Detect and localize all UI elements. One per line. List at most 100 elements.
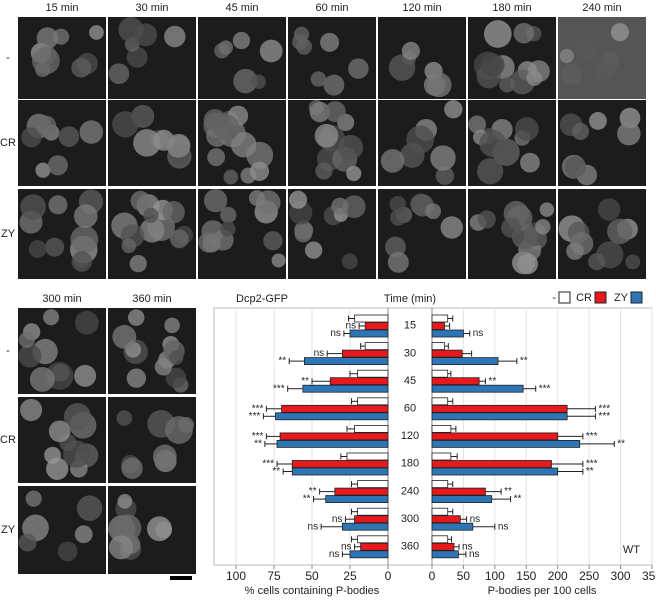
category-label: 300	[401, 513, 419, 525]
cell	[63, 403, 92, 431]
x-tick-label: 75	[267, 569, 281, 583]
cell	[109, 535, 134, 560]
bar	[431, 369, 449, 378]
category-label: 180	[401, 458, 419, 470]
category-label: 60	[404, 403, 416, 415]
cell	[561, 63, 582, 85]
cell	[230, 131, 257, 158]
cell	[202, 234, 221, 253]
column-label: 30 min	[135, 2, 168, 14]
column-label: 60 min	[315, 2, 348, 14]
cell	[152, 444, 177, 469]
x-tick-label: 200	[548, 569, 568, 583]
cell	[263, 231, 283, 251]
bar	[279, 432, 389, 441]
cell	[164, 317, 180, 334]
cell	[147, 516, 172, 542]
cell	[389, 195, 407, 213]
significance: ***	[586, 431, 598, 442]
bar	[349, 329, 389, 338]
bar	[364, 342, 389, 351]
cell	[296, 38, 313, 55]
cell	[513, 22, 535, 44]
category-label: 30	[404, 347, 416, 359]
cell	[169, 229, 189, 249]
significance: **	[504, 486, 512, 497]
bar	[302, 384, 389, 393]
cell	[346, 165, 362, 182]
cell	[387, 251, 409, 273]
significance: ns	[469, 549, 480, 560]
cell	[324, 101, 346, 123]
x-tick-label: 0	[429, 569, 436, 583]
cell	[130, 190, 151, 211]
cell	[29, 366, 55, 392]
bar	[431, 515, 461, 524]
bar	[431, 507, 449, 516]
legend-label: ZY	[614, 292, 629, 304]
chart-title: Dcp2-GFP	[236, 293, 288, 305]
bar	[357, 397, 389, 406]
cell	[559, 48, 575, 64]
cell	[154, 358, 173, 376]
significance: **	[272, 466, 280, 477]
significance: ***	[539, 383, 551, 394]
cell	[401, 41, 420, 60]
cell	[74, 525, 93, 544]
cell	[74, 364, 97, 387]
row-label: -	[6, 345, 10, 357]
cell	[18, 344, 42, 368]
cell	[468, 115, 487, 134]
cell	[71, 57, 92, 78]
cell	[251, 74, 267, 89]
cell	[331, 197, 349, 215]
cell	[315, 162, 333, 180]
cell	[249, 161, 270, 181]
significance: ns	[498, 521, 509, 532]
significance: ***	[249, 411, 261, 422]
bar	[276, 439, 389, 448]
cell	[36, 27, 59, 49]
cell	[477, 210, 496, 229]
cell	[35, 115, 57, 136]
category-label: 360	[401, 541, 419, 553]
cell	[112, 111, 139, 138]
significance: ns	[308, 521, 319, 532]
cell	[323, 74, 345, 96]
cell	[223, 169, 239, 185]
x-tick-label: 50	[305, 569, 319, 583]
cell	[425, 203, 442, 220]
bar	[431, 384, 524, 393]
category-label: 15	[404, 320, 416, 332]
cell	[515, 117, 539, 141]
cell	[48, 420, 71, 443]
cell	[388, 54, 416, 81]
cell	[479, 130, 507, 158]
cell	[32, 46, 60, 75]
cell	[607, 218, 633, 245]
x-tick-label: 100	[226, 569, 246, 583]
cell	[79, 120, 104, 144]
cell	[58, 126, 80, 147]
bar	[281, 404, 389, 413]
significance: **	[301, 376, 309, 387]
cell	[20, 194, 46, 220]
cell	[520, 152, 540, 173]
bar	[431, 542, 455, 551]
column-label: 300 min	[42, 293, 81, 305]
category-label: 45	[404, 375, 416, 387]
cell	[389, 209, 407, 226]
cell	[594, 58, 616, 80]
cell	[166, 133, 191, 158]
bar	[431, 404, 568, 413]
cell	[70, 225, 99, 254]
column-label: 120 min	[402, 2, 441, 14]
cell	[28, 240, 47, 258]
cell	[18, 331, 35, 348]
bar	[357, 369, 389, 378]
bar	[431, 522, 474, 531]
cell	[43, 309, 60, 326]
category-title: Time (min)	[384, 293, 436, 305]
cell	[304, 241, 323, 259]
bar	[291, 467, 389, 476]
